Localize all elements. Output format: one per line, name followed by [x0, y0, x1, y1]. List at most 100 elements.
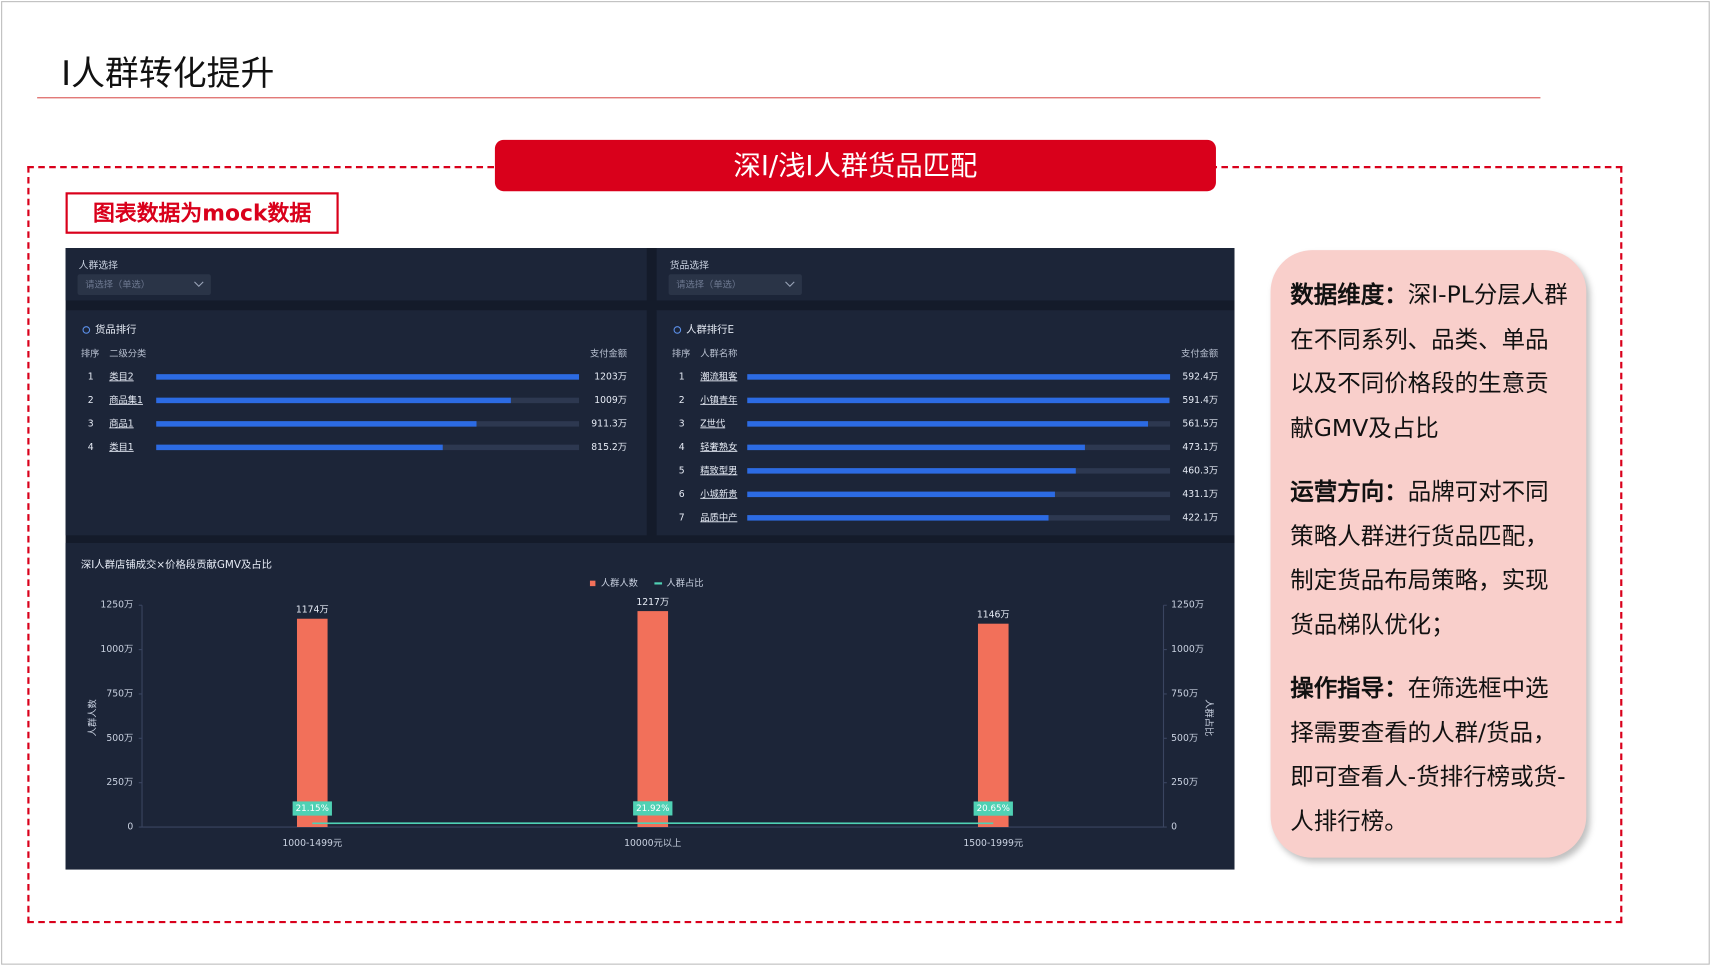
y2-tick-label: 0 [1171, 822, 1177, 833]
rank-name[interactable]: 类目2 [109, 370, 133, 382]
y2-tick-label: 500万 [1171, 733, 1198, 744]
side-heading: 运营方向： [1290, 478, 1408, 506]
rank-value: 591.4万 [1182, 395, 1218, 406]
y-tick-label: 0 [127, 822, 133, 833]
legend-swatch [589, 580, 596, 587]
rank-number: 6 [679, 489, 685, 500]
rank-value: 815.2万 [591, 442, 627, 453]
x-tick-label: 1000-1499元 [282, 838, 342, 849]
rank-value: 422.1万 [1182, 512, 1218, 523]
rank-value: 473.1万 [1182, 442, 1218, 453]
y2-tick-label: 250万 [1171, 777, 1198, 788]
side-paragraph: 运营方向：品牌可对不同策略人群进行货品匹配，制定货品布局策略，实现货品梯队优化； [1290, 471, 1571, 648]
y2-tick-label: 1000万 [1171, 644, 1204, 655]
rank-header: 支付金额 [590, 347, 627, 359]
slide-title: I人群转化提升 [61, 54, 275, 94]
rank-bar [747, 468, 1076, 474]
rank-title: 人群排行E [686, 323, 734, 336]
ratio-label: 21.15% [296, 804, 329, 814]
rank-value: 1203万 [594, 371, 627, 382]
chart-title: 深I人群店铺成交×价格段贡献GMV及占比 [81, 558, 272, 571]
y-tick-label: 750万 [106, 688, 133, 699]
rank-value: 1009万 [594, 395, 627, 406]
rank-bar [747, 444, 1085, 451]
rank-name[interactable]: 商品1 [109, 417, 134, 429]
rank-bar [747, 421, 1149, 427]
bar [296, 618, 328, 828]
rank-number: 3 [679, 418, 685, 429]
bar [637, 611, 669, 828]
rank-name[interactable]: Z世代 [700, 417, 726, 429]
rank-name[interactable]: 品质中产 [700, 511, 737, 523]
side-body: 在筛选框中选择需要查看的人群/货品，即可查看人-货排行榜或货-人排行榜。 [1290, 675, 1566, 836]
rank-name[interactable]: 小镇青年 [700, 394, 737, 406]
rank-name[interactable]: 商品集1 [109, 394, 143, 406]
y-tick-label: 1000万 [100, 644, 133, 655]
bar-label: 1217万 [636, 597, 669, 608]
rank-bar [747, 515, 1049, 521]
rank-title: 货品排行 [95, 323, 136, 336]
rank-name[interactable]: 轻奢熟女 [700, 441, 737, 453]
rank-header: 二级分类 [109, 347, 146, 359]
legend-label: 人群占比 [666, 577, 703, 589]
y-axis-title: 人群人数 [86, 699, 98, 736]
filter-select[interactable] [77, 274, 211, 295]
rank-header: 人群名称 [700, 347, 737, 359]
rank-icon [673, 326, 682, 334]
rank-name[interactable]: 类目1 [109, 441, 134, 453]
rank-number: 7 [679, 512, 685, 523]
filter-placeholder: 请选择（单选） [676, 279, 741, 291]
filter-label: 人群选择 [79, 258, 118, 271]
rank-bar [156, 397, 511, 404]
filter-placeholder: 请选择（单选） [85, 279, 150, 291]
rank-number: 4 [679, 442, 685, 453]
dropdown-arrow [785, 281, 795, 288]
y-tick-label: 250万 [106, 777, 133, 788]
rank-header: 支付金额 [1181, 347, 1218, 359]
rank-name[interactable]: 潮流租客 [700, 370, 737, 382]
filter-label: 货品选择 [670, 258, 709, 271]
y2-tick-label: 750万 [1171, 688, 1198, 699]
side-heading: 操作指导： [1290, 675, 1408, 703]
title-rule [37, 97, 1541, 99]
mock-note: 图表数据为mock数据 [65, 192, 339, 234]
rank-bar [747, 397, 1170, 404]
bar-label: 1146万 [977, 609, 1010, 620]
rank-number: 3 [88, 418, 94, 429]
bar-label: 1174万 [296, 604, 329, 615]
rank-number: 2 [88, 395, 94, 406]
side-heading: 数据维度： [1290, 281, 1408, 310]
side-panel: 数据维度：深I-PL分层人群在不同系列、品类、单品以及不同价格段的生意贡献GMV… [1270, 250, 1587, 858]
ratio-label-bg [633, 801, 673, 816]
side-paragraph: 操作指导：在筛选框中选择需要查看的人群/货品，即可查看人-货排行榜或货-人排行榜… [1290, 668, 1571, 845]
bar [977, 623, 1009, 828]
rank-name[interactable]: 小城新贵 [700, 488, 737, 500]
rank-bar [747, 491, 1055, 498]
rank-icon [82, 326, 91, 334]
rank-name[interactable]: 精致型男 [700, 464, 737, 476]
y-tick-label: 500万 [106, 733, 133, 744]
rank-header: 排序 [672, 347, 691, 359]
rank-bar [156, 374, 580, 380]
rank-number: 1 [679, 371, 685, 382]
ratio-label: 21.92% [636, 804, 669, 814]
side-body: 品牌可对不同策略人群进行货品匹配，制定货品布局策略，实现货品梯队优化； [1290, 478, 1549, 639]
rank-value: 561.5万 [1182, 418, 1218, 429]
rank-bar [156, 444, 443, 451]
rank-number: 4 [88, 442, 94, 453]
rank-bar [747, 374, 1171, 380]
section-banner: 深I/浅I人群货品匹配 [494, 139, 1216, 192]
rank-number: 5 [679, 465, 685, 476]
rank-bar [156, 421, 477, 427]
side-body: 深I-PL分层人群在不同系列、品类、单品以及不同价格段的生意贡献GMV及占比 [1290, 281, 1568, 442]
dropdown-arrow [194, 281, 204, 288]
filter-select[interactable] [668, 274, 802, 295]
ratio-label-bg [973, 801, 1013, 816]
rank-number: 2 [679, 395, 685, 406]
rank-value: 911.3万 [591, 418, 627, 429]
rank-value: 460.3万 [1182, 465, 1218, 476]
